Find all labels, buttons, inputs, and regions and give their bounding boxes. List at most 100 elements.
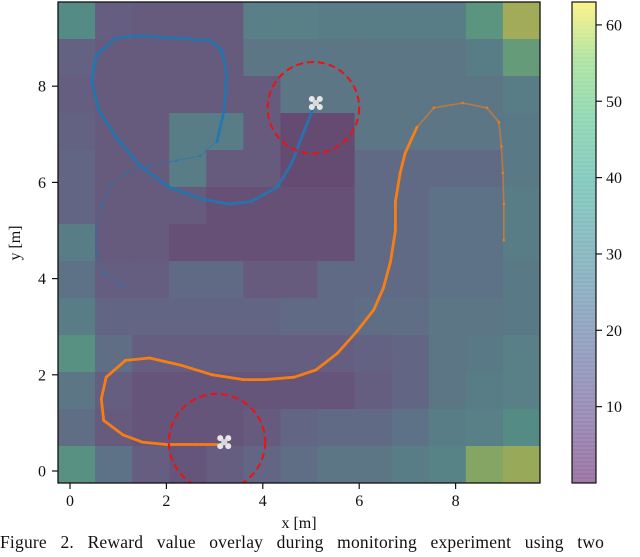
heatmap-cell: [132, 39, 170, 77]
heatmap-cell: [317, 409, 356, 447]
heatmap-cell: [132, 372, 170, 410]
heatmap-cell: [206, 446, 244, 483]
y-tick-label: 8: [38, 79, 46, 96]
heatmap-cell: [132, 446, 170, 483]
heatmap-cell: [391, 409, 430, 447]
x-axis: 0 2 4 6 8: [66, 483, 460, 510]
heatmap-cell: [502, 39, 540, 77]
heatmap-cell: [428, 261, 467, 299]
heatmap-cell: [243, 187, 282, 225]
heatmap-cell: [206, 113, 244, 151]
heatmap-cell: [317, 150, 356, 188]
heatmap-cell: [132, 150, 170, 188]
colorbar-tick-label: 30: [606, 246, 622, 263]
heatmap-cell: [169, 261, 207, 299]
heatmap-cell: [206, 335, 244, 373]
heatmap-cell: [95, 224, 133, 262]
x-tick-label: 8: [452, 493, 460, 510]
y-axis-label: y [m]: [7, 225, 24, 260]
heatmap-cell: [391, 372, 430, 410]
heatmap-cell: [428, 372, 467, 410]
heatmap-cell: [354, 113, 393, 151]
x-tick-label: 6: [355, 493, 363, 510]
heatmap-cell: [243, 113, 282, 151]
heatmap-cell: [354, 446, 393, 483]
heatmap-cell: [502, 372, 540, 410]
colorbar: 10 20 30 40 50 60: [571, 1, 622, 484]
heatmap-cell: [354, 409, 393, 447]
heatmap: [58, 2, 540, 483]
heatmap-cell: [58, 261, 96, 299]
heatmap-cell: [465, 150, 504, 188]
heatmap-cell: [502, 335, 540, 373]
y-tick-label: 6: [38, 175, 46, 192]
x-tick-label: 0: [66, 493, 74, 510]
heatmap-cell: [206, 224, 244, 262]
heatmap-cell: [428, 224, 467, 262]
heatmap-cell: [428, 2, 467, 40]
heatmap-cell: [428, 446, 467, 483]
heatmap-cell: [428, 409, 467, 447]
heatmap-cell: [95, 261, 133, 299]
heatmap-cell: [465, 187, 504, 225]
heatmap-cell: [169, 39, 207, 77]
heatmap-cell: [428, 39, 467, 77]
figure-caption: Figure 2. Reward value overlay during mo…: [0, 532, 605, 552]
heatmap-cell: [391, 261, 430, 299]
x-tick-label: 2: [162, 493, 170, 510]
heatmap-cell: [169, 76, 207, 114]
heatmap-cell: [243, 335, 282, 373]
heatmap-cell: [58, 446, 96, 483]
heatmap-cell: [58, 150, 96, 188]
heatmap-cell: [465, 113, 504, 151]
colorbar-tick-label: 60: [606, 17, 622, 34]
heatmap-cell: [132, 76, 170, 114]
y-axis: 0 2 4 6 8: [38, 79, 58, 481]
footprint-circle: [167, 392, 267, 483]
heatmap-cell: [465, 409, 504, 447]
heatmap-cell: [465, 372, 504, 410]
heatmap-cell: [502, 2, 540, 40]
heatmap-cell: [243, 261, 282, 299]
heatmap-cell: [58, 187, 96, 225]
heatmap-cell: [132, 335, 170, 373]
heatmap-cell: [206, 2, 244, 40]
heatmap-cell: [132, 224, 170, 262]
heatmap-cell: [391, 76, 430, 114]
heatmap-cell: [169, 372, 207, 410]
heatmap-cell: [465, 446, 504, 483]
annotations: [167, 61, 361, 483]
drone-icon: [217, 435, 232, 450]
heatmap-cell: [280, 224, 319, 262]
heatmap-cell: [354, 224, 393, 262]
heatmap-cell: [354, 335, 393, 373]
heatmap-cell: [95, 76, 133, 114]
drone-icon: [308, 96, 323, 111]
heatmap-cell: [391, 39, 430, 77]
heatmap-cell: [169, 298, 207, 336]
heatmap-cell: [95, 335, 133, 373]
heatmap-cell: [502, 298, 540, 336]
heatmap-cell: [317, 39, 356, 77]
heatmap-cell: [317, 187, 356, 225]
heatmap-cell: [502, 113, 540, 151]
heatmap-cell: [354, 76, 393, 114]
heatmap-cell: [317, 261, 356, 299]
colorbar-tick-label: 20: [606, 323, 622, 340]
heatmap-cell: [243, 150, 282, 188]
heatmap-cell: [428, 113, 467, 151]
heatmap-cell: [206, 298, 244, 336]
heatmap-cell: [243, 224, 282, 262]
heatmap-cell: [58, 2, 96, 40]
heatmap-cell: [280, 335, 319, 373]
heatmap-cell: [502, 187, 540, 225]
x-axis-label: x [m]: [281, 515, 316, 532]
heatmap-cell: [317, 372, 356, 410]
heatmap-cell: [132, 298, 170, 336]
heatmap-cell: [280, 2, 319, 40]
x-tick-label: 4: [259, 493, 267, 510]
heatmap-cell: [132, 261, 170, 299]
heatmap-cell: [317, 76, 356, 114]
heatmap-cell: [58, 335, 96, 373]
